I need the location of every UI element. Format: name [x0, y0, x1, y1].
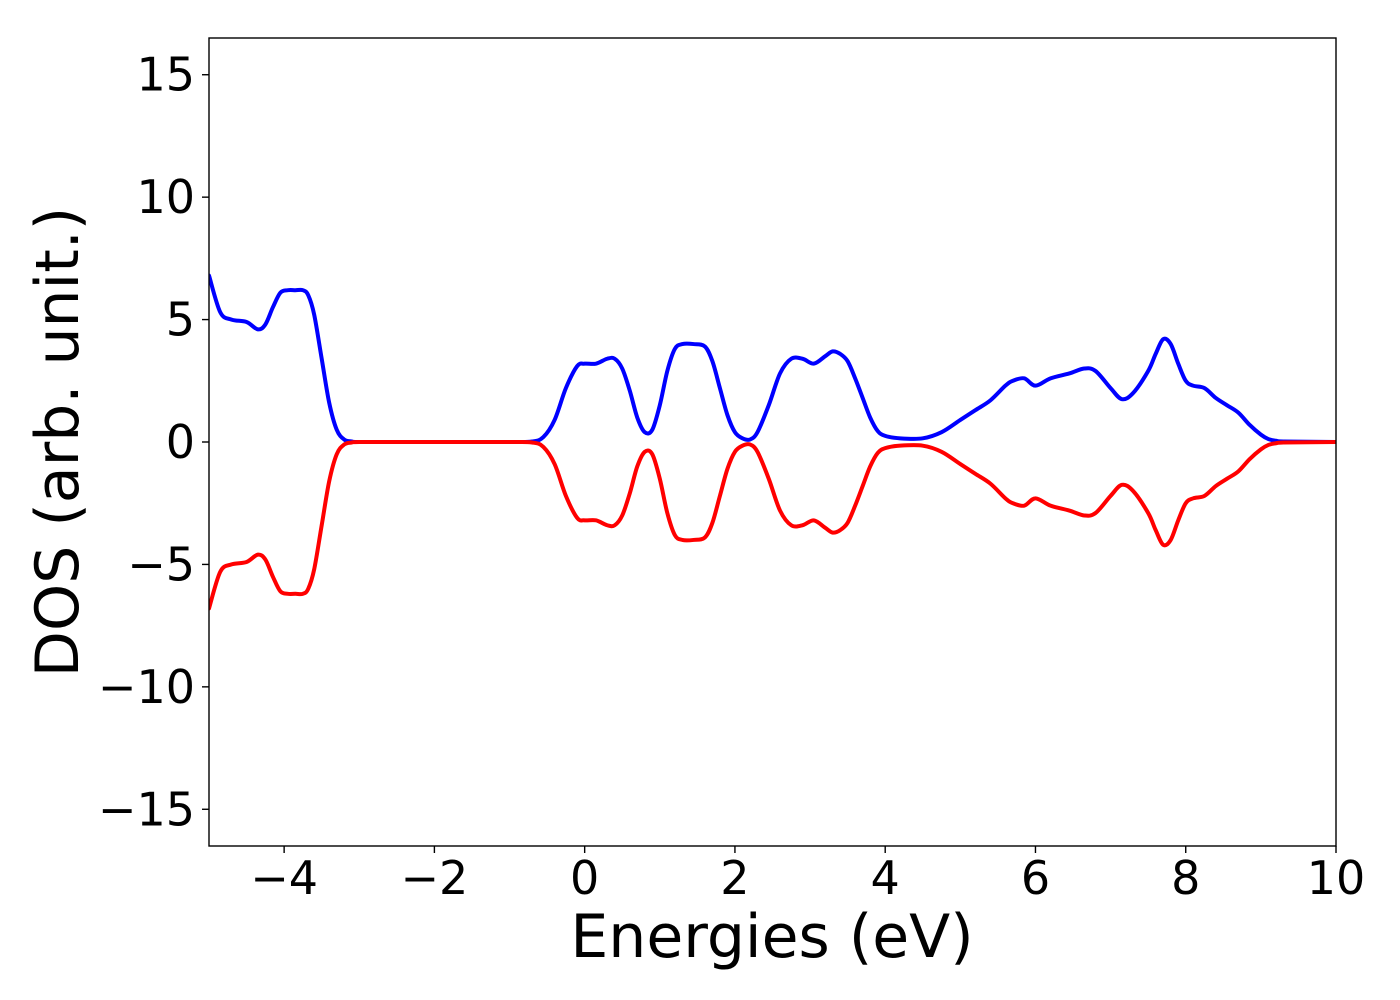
- series-line-2: [209, 439, 1336, 611]
- y-tick-label: 15: [136, 48, 195, 102]
- x-tick-label: 0: [570, 851, 599, 905]
- y-tick-label: 5: [166, 293, 195, 347]
- y-tick-label: 0: [166, 415, 195, 469]
- y-tick-label: −10: [98, 660, 195, 714]
- x-tick-label: 2: [720, 851, 749, 905]
- x-tick-label: −2: [400, 851, 468, 905]
- y-tick-label: 10: [136, 170, 195, 224]
- x-tick-label: −4: [250, 851, 318, 905]
- x-tick-label: 4: [871, 851, 900, 905]
- y-axis-label: DOS (arb. unit.): [23, 207, 93, 677]
- series-layer: [209, 273, 1336, 611]
- x-tick-label: 8: [1171, 851, 1200, 905]
- y-tick-label: −5: [127, 537, 195, 591]
- x-axis-label: Energies (eV): [570, 902, 973, 972]
- x-axis-ticks: −4 −2 0 2 4 6 8 10: [250, 846, 1365, 905]
- y-tick-label: −15: [98, 782, 195, 836]
- x-tick-label: 10: [1307, 851, 1366, 905]
- x-tick-label: 6: [1021, 851, 1050, 905]
- series-line-1: [209, 273, 1336, 445]
- y-axis-ticks: 15 10 5 0 −5 −10 −15: [98, 48, 209, 836]
